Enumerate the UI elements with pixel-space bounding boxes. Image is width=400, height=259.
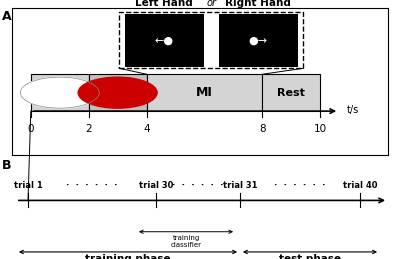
Text: MI: MI xyxy=(196,86,213,99)
Bar xyxy=(89,74,147,111)
Text: ●→: ●→ xyxy=(249,35,268,45)
Bar xyxy=(119,12,303,68)
Text: Left Hand: Left Hand xyxy=(136,0,193,8)
Text: ·  ·  ·  ·  ·  ·: · · · · · · xyxy=(66,181,118,190)
Text: trial 40: trial 40 xyxy=(343,181,377,190)
Bar xyxy=(147,74,262,111)
Text: trial 30: trial 30 xyxy=(139,181,173,190)
Circle shape xyxy=(78,77,157,108)
Text: t/s: t/s xyxy=(347,105,359,115)
Text: ·  ·  ·  ·  ·  ·: · · · · · · xyxy=(172,181,224,190)
Text: training
classifier: training classifier xyxy=(170,235,202,248)
Text: A: A xyxy=(2,10,12,23)
Text: or: or xyxy=(206,0,216,8)
Text: test phase: test phase xyxy=(279,254,341,259)
Text: 2: 2 xyxy=(85,124,92,134)
Text: 0: 0 xyxy=(28,124,34,134)
Text: Right Hand: Right Hand xyxy=(225,0,291,8)
Bar xyxy=(219,14,298,67)
Text: 10: 10 xyxy=(314,124,327,134)
Circle shape xyxy=(20,77,99,108)
Bar xyxy=(262,74,320,111)
Text: B: B xyxy=(2,159,12,172)
Bar xyxy=(125,14,204,67)
Text: 4: 4 xyxy=(143,124,150,134)
Text: Rest: Rest xyxy=(278,88,305,98)
Text: trial 1: trial 1 xyxy=(14,181,42,190)
Text: training phase: training phase xyxy=(85,254,171,259)
Text: ·  ·  ·  ·  ·  ·: · · · · · · xyxy=(274,181,326,190)
Text: ←●: ←● xyxy=(155,35,174,45)
Bar xyxy=(31,74,89,111)
Text: 8: 8 xyxy=(259,124,266,134)
Text: trial 31: trial 31 xyxy=(223,181,257,190)
